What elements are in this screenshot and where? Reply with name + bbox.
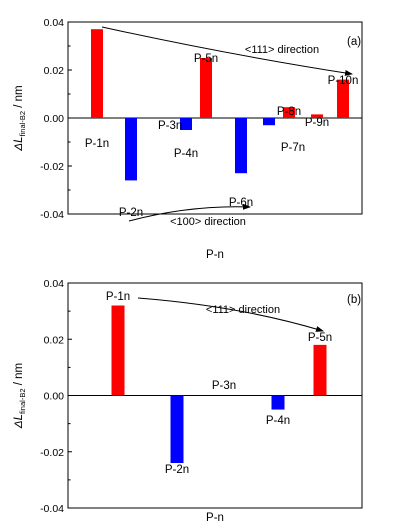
bar — [235, 118, 247, 174]
category-label: P-2n — [119, 207, 143, 219]
y-tick-label: 0.04 — [44, 278, 65, 290]
category-label: P-1n — [106, 291, 130, 303]
category-label: P-8n — [277, 106, 301, 118]
category-label: P-4n — [174, 148, 198, 160]
y-axis-title-unit: / nm — [13, 363, 25, 389]
direction-annotation: <100> direction — [170, 216, 246, 228]
category-label: P-10n — [328, 75, 359, 87]
y-tick-label: -0.02 — [40, 161, 64, 173]
direction-arrow — [128, 203, 251, 222]
bar — [111, 305, 125, 396]
category-label: P-1n — [85, 138, 109, 150]
bar — [170, 395, 184, 463]
y-axis-title-unit: / nm — [13, 85, 25, 111]
y-tick-label: 0.02 — [44, 65, 65, 77]
direction-arrow — [137, 297, 324, 332]
y-axis-title-subscript: final-B2 — [18, 111, 27, 136]
direction-annotation: <111> direction — [245, 44, 319, 56]
bar — [283, 107, 295, 118]
y-tick-label: 0.02 — [44, 334, 65, 346]
y-axis-title: ΔLfinal-B2 / nm — [13, 85, 27, 151]
x-axis-title: P-n — [206, 249, 224, 261]
x-axis-title: P-n — [206, 512, 224, 524]
bar — [311, 114, 323, 118]
y-tick-label: 0.00 — [44, 391, 65, 403]
y-axis-title: ΔLfinal-B2 / nm — [13, 363, 27, 429]
category-label: P-3n — [212, 380, 236, 392]
category-label: P-9n — [305, 117, 329, 129]
bar — [125, 118, 137, 181]
category-label: P-4n — [266, 415, 290, 427]
bar — [263, 118, 275, 126]
category-label: P-5n — [308, 332, 332, 344]
category-label: P-2n — [165, 464, 189, 476]
direction-annotation: <111> direction — [206, 304, 280, 316]
chart-panel-a: 0.04 0.02 0.00 -0.02 -0.04 P-1n P-2n P-3n P-4n P-… — [13, 17, 363, 261]
chart-panel-b: 0.04 0.02 0.00 -0.02 -0.04 P-1n P-2n P-3n P-4n P-… — [13, 278, 363, 524]
bar — [271, 395, 285, 410]
y-tick-label: -0.02 — [40, 447, 64, 459]
y-tick-label: 0.04 — [44, 17, 65, 29]
y-axis-title-main: ΔL — [13, 136, 25, 151]
panel-label: (b) — [347, 294, 361, 306]
y-axis-title-main: ΔL — [13, 414, 25, 429]
direction-arrow — [101, 26, 353, 76]
bar — [180, 118, 192, 130]
panel-label: (a) — [347, 36, 361, 48]
category-label: P-5n — [194, 53, 218, 65]
bar — [337, 79, 349, 118]
y-tick-label: -0.04 — [40, 503, 64, 515]
y-tick-label: -0.04 — [40, 209, 64, 221]
bar — [313, 344, 327, 396]
category-label: P-3n — [158, 120, 182, 132]
bar — [91, 29, 103, 119]
category-label: P-7n — [281, 142, 305, 154]
y-tick-label: 0.00 — [44, 113, 65, 125]
bar — [200, 58, 212, 118]
y-axis-title-subscript: final-B2 — [18, 389, 27, 414]
